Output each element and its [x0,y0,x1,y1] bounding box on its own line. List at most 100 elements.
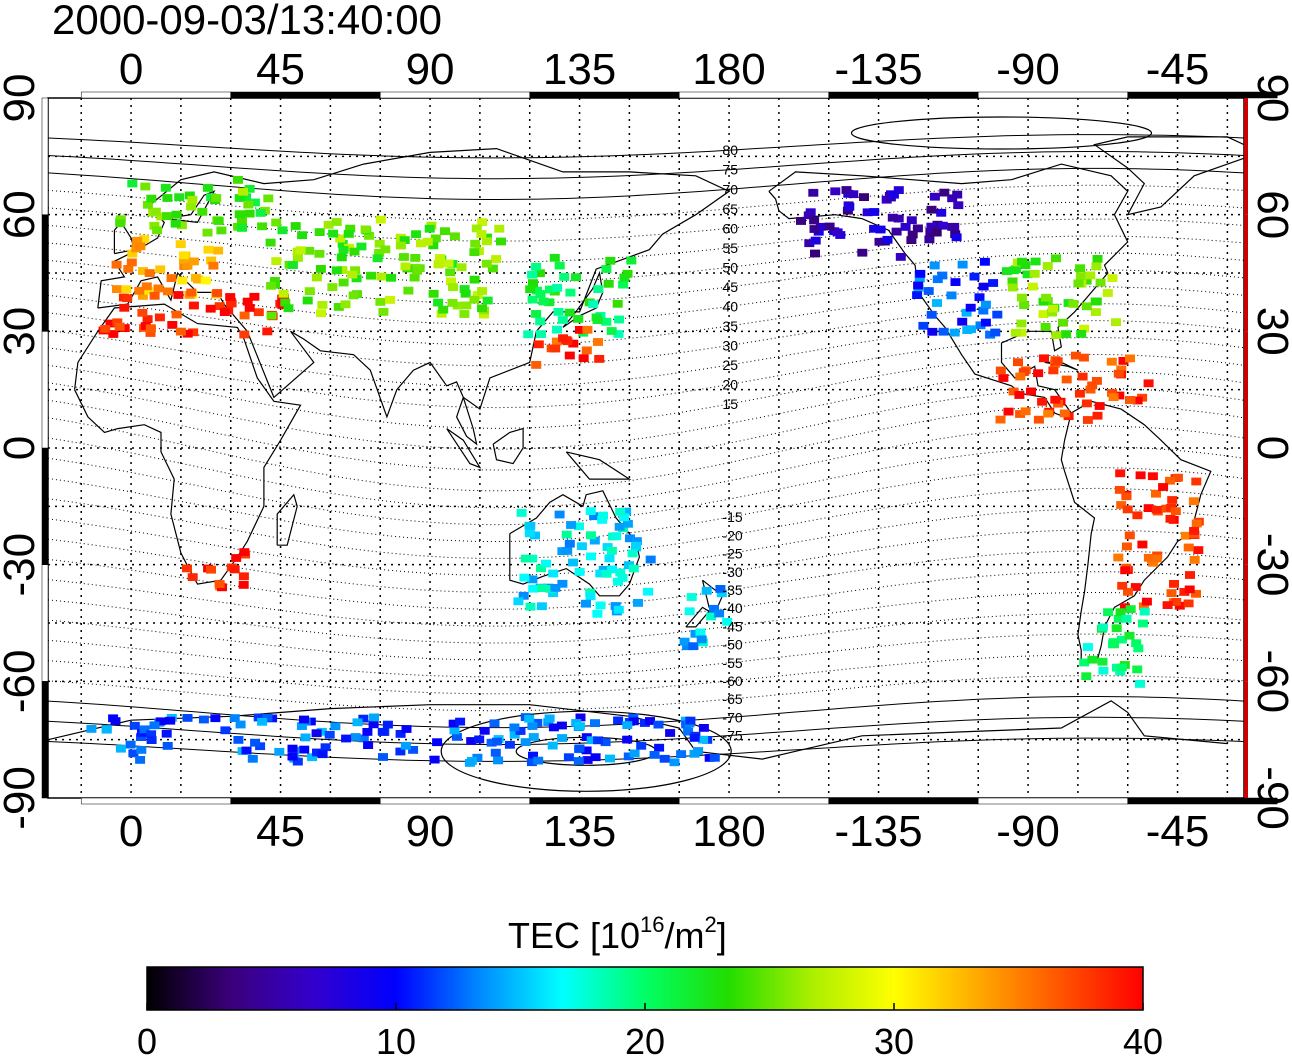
tec-cell [238,581,249,589]
tec-cell [278,289,289,298]
tec-cell [340,300,351,309]
tec-cell [605,256,616,265]
tec-cell [1090,308,1101,316]
tec-cell [452,301,463,310]
tec-cell [586,736,597,745]
tec-cell [586,531,596,540]
tec-cell [187,195,198,204]
tec-cell [1068,300,1079,308]
tec-cell [177,276,188,285]
tec-cell [698,735,709,744]
tec-cell [1010,328,1021,337]
tec-cell [243,200,254,209]
tec-cell [100,325,111,333]
contour-label: 25 [722,357,738,373]
tec-cell [593,285,604,293]
tec-cell [263,194,274,203]
tec-cell [244,209,255,218]
tec-cell [515,727,526,735]
tec-cell [622,519,633,528]
tec-cell [796,217,806,225]
top-lon-tick-label: 180 [692,45,765,94]
axis-bar-segment [1244,214,1248,332]
tec-cell [1081,276,1092,285]
tec-cell [1033,369,1044,378]
tec-cell [173,291,184,299]
tec-cell [585,592,596,601]
tec-cell [304,287,315,295]
tec-cell [534,269,545,278]
tec-cell [1191,477,1202,486]
tec-cell [433,260,444,269]
tec-cell [574,568,585,576]
tec-cell [203,245,214,254]
tec-cell [859,193,869,201]
tec-cell [1113,615,1124,623]
tec-cell [162,287,173,296]
tec-cell [1022,270,1033,279]
tec-cell [693,747,704,755]
tec-cell [1170,507,1181,516]
tec-cell [490,748,501,757]
tec-cell [1087,655,1098,664]
tec-cell [1016,319,1027,328]
tec-cell [995,415,1006,424]
tec-cell [1048,366,1059,375]
top-lon-tick-label: 0 [119,45,143,94]
tec-cell [1016,293,1027,302]
tec-cell [487,264,498,273]
tec-cell [1179,588,1190,596]
tec-cell [628,717,639,726]
tec-cell [428,241,439,250]
tec-cell [274,747,285,756]
tec-cell [564,351,575,360]
tec-cell [1038,310,1049,318]
tec-cell [594,355,605,363]
tec-cell [1193,546,1204,554]
tec-cell [477,218,488,226]
tec-cell [906,236,917,244]
tec-cell [927,327,938,336]
tec-cell [564,308,575,317]
tec-cell [188,328,199,337]
tec-cell [951,233,962,242]
maglat-contour [48,612,1244,661]
contour-label: 65 [722,201,738,217]
axis-bar-segment [1244,681,1248,798]
tec-cell [1107,274,1118,282]
tec-cell [428,289,439,298]
tec-cell [601,265,612,273]
axis-bar-segment [678,797,829,805]
tec-cell [1151,489,1161,498]
tec-cell [464,759,475,767]
tec-cell [946,291,957,300]
tec-cell [126,258,137,267]
tec-data-cells [86,176,1204,767]
tec-cell [187,573,198,581]
tec-cell [112,285,122,293]
tec-cell [119,303,130,312]
left-lat-tick-label: 30 [0,307,44,356]
coastline-path [509,490,641,597]
tec-cell [122,294,133,303]
tec-cell [443,259,454,268]
tec-cell [241,746,252,755]
tec-cell [136,733,146,741]
tec-cell [1109,640,1119,649]
contour-label: -60 [722,673,742,689]
tec-cell [489,719,500,728]
tec-cell [154,313,165,322]
tec-cell [551,337,562,346]
tec-cell [938,327,949,336]
left-lat-tick-label: 0 [0,436,44,460]
tec-cell [595,601,606,610]
tec-cell [459,285,470,293]
tec-cell [936,208,947,217]
tec-cell [150,207,161,216]
tec-cell [590,753,601,762]
tec-cell [408,746,419,754]
tec-cell [665,729,676,737]
tec-cell [541,559,551,568]
tec-cell [1122,505,1133,514]
tec-cell [380,245,391,254]
